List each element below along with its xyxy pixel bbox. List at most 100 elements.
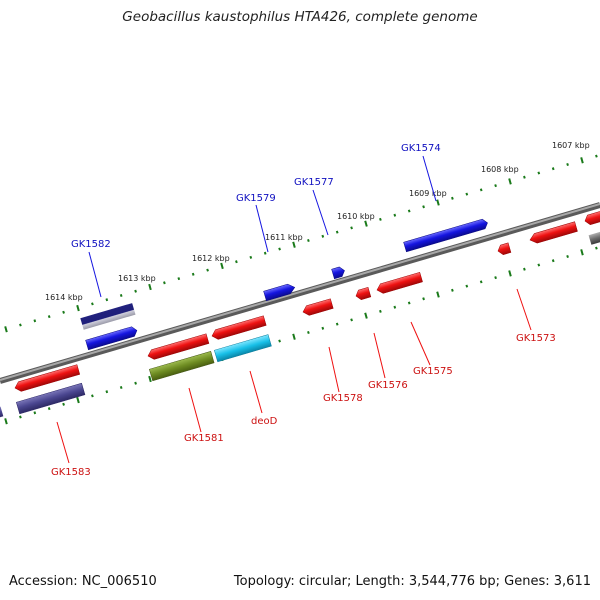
- gene-label-gk1579[interactable]: GK1579: [236, 193, 276, 204]
- kbp-label: 1607 kbp: [552, 141, 590, 150]
- tick-mark: [307, 330, 310, 335]
- gene-label-gk1576[interactable]: GK1576: [368, 380, 408, 391]
- tick-mark: [177, 277, 181, 281]
- feature-slate-left[interactable]: [0, 406, 4, 418]
- accession-text: Accession: NC_006510: [9, 574, 157, 589]
- tick-mark: [307, 238, 310, 243]
- gene-label-gk1577[interactable]: GK1577: [294, 177, 334, 188]
- gene-gk1574[interactable]: [403, 218, 489, 253]
- tick-mark: [335, 322, 339, 326]
- gene-gk1573-b[interactable]: [497, 242, 512, 256]
- gene-gk1583-a[interactable]: [14, 364, 81, 393]
- tick-mark: [451, 196, 454, 200]
- kbp-labels: 1607 kbp 1608 kbp 1609 kbp 1610 kbp 1611…: [45, 141, 590, 302]
- forward-features: [80, 218, 489, 351]
- gene-labels-forward: GK1574 GK1577 GK1579 GK1582: [71, 143, 441, 250]
- feature-grey[interactable]: [588, 230, 600, 245]
- tick-mark: [580, 249, 584, 256]
- kbp-label: 1608 kbp: [481, 165, 519, 174]
- tick-mark: [523, 267, 526, 271]
- gene-gk1581-a[interactable]: [147, 333, 210, 361]
- tick-mark: [508, 178, 512, 185]
- tick-mark: [422, 297, 425, 301]
- gene-label-gk1581[interactable]: GK1581: [184, 433, 224, 444]
- gene-label-gk1573[interactable]: GK1573: [516, 333, 556, 344]
- tick-mark: [551, 167, 555, 171]
- genome-backbone: [0, 202, 600, 384]
- kbp-label: 1614 kbp: [45, 293, 83, 302]
- tick-mark: [595, 246, 598, 250]
- gene-label-deod[interactable]: deoD: [251, 416, 278, 427]
- tick-mark: [537, 171, 541, 175]
- gene-label-gk1582[interactable]: GK1582: [71, 239, 111, 250]
- tick-mark: [494, 184, 497, 188]
- gene-gk1579[interactable]: [263, 283, 297, 302]
- gene-gk1573-a[interactable]: [529, 221, 578, 245]
- tick-mark: [566, 254, 569, 259]
- tick-mark: [19, 323, 22, 327]
- gene-label-gk1583[interactable]: GK1583: [51, 467, 91, 478]
- feature-navy[interactable]: [80, 303, 136, 330]
- tick-mark: [379, 217, 382, 221]
- tick-mark: [235, 260, 238, 264]
- tick-mark: [62, 402, 65, 406]
- tick-mark: [249, 255, 253, 259]
- tick-mark: [451, 288, 454, 292]
- kbp-label: 1613 kbp: [118, 274, 156, 283]
- tick-mark: [148, 283, 152, 291]
- tick-mark: [119, 385, 123, 390]
- gene-label-gk1575[interactable]: GK1575: [413, 366, 453, 377]
- kbp-label: 1612 kbp: [192, 254, 230, 263]
- gene-gk1573-c[interactable]: [584, 210, 600, 226]
- tick-mark: [91, 302, 94, 306]
- tick-mark: [62, 310, 65, 314]
- reverse-features: [0, 210, 600, 418]
- kbp-label: 1610 kbp: [337, 212, 375, 221]
- tick-mark: [350, 318, 353, 322]
- tick-mark: [422, 205, 425, 209]
- tick-mark: [436, 291, 440, 298]
- gene-label-gk1578[interactable]: GK1578: [323, 393, 363, 404]
- tick-mark: [119, 293, 123, 298]
- gene-gk1576[interactable]: [355, 286, 372, 301]
- tick-mark: [292, 333, 296, 340]
- tick-mark: [91, 394, 94, 398]
- figure-title: Geobacillus kaustophilus HTA426, complet…: [122, 9, 478, 25]
- gene-gk1578[interactable]: [302, 298, 334, 317]
- tick-mark: [393, 305, 397, 309]
- tick-mark: [566, 162, 569, 167]
- gene-label-gk1574[interactable]: GK1574: [401, 143, 441, 154]
- tick-mark: [436, 199, 440, 206]
- gene-gk1575[interactable]: [376, 271, 423, 295]
- tick-mark: [479, 188, 483, 192]
- gene-deod-a[interactable]: [211, 315, 267, 341]
- tick-mark: [278, 247, 281, 251]
- tick-mark: [364, 312, 368, 319]
- tick-mark: [595, 154, 598, 158]
- tick-mark: [350, 226, 353, 230]
- tick-mark: [479, 280, 483, 284]
- tick-mark: [494, 276, 497, 280]
- tick-mark: [148, 375, 152, 383]
- kbp-label: 1611 kbp: [265, 233, 303, 242]
- tick-mark: [47, 407, 51, 411]
- tick-mark: [47, 315, 51, 319]
- gene-gk1582[interactable]: [85, 326, 139, 351]
- tick-mark: [105, 298, 109, 302]
- feature-olive[interactable]: [149, 350, 215, 382]
- tick-mark: [508, 270, 512, 277]
- gene-gk1577[interactable]: [331, 266, 346, 280]
- tick-mark: [163, 281, 166, 285]
- feature-slate[interactable]: [16, 382, 86, 415]
- tick-mark: [4, 326, 8, 333]
- tick-mark: [76, 304, 80, 312]
- tick-mark: [134, 381, 137, 385]
- tick-mark: [76, 396, 80, 404]
- tick-mark: [321, 326, 325, 330]
- tick-mark: [393, 213, 397, 217]
- tick-mark: [206, 268, 209, 272]
- tick-mark: [465, 192, 469, 196]
- feature-cyan[interactable]: [214, 334, 272, 363]
- tick-mark: [335, 230, 339, 234]
